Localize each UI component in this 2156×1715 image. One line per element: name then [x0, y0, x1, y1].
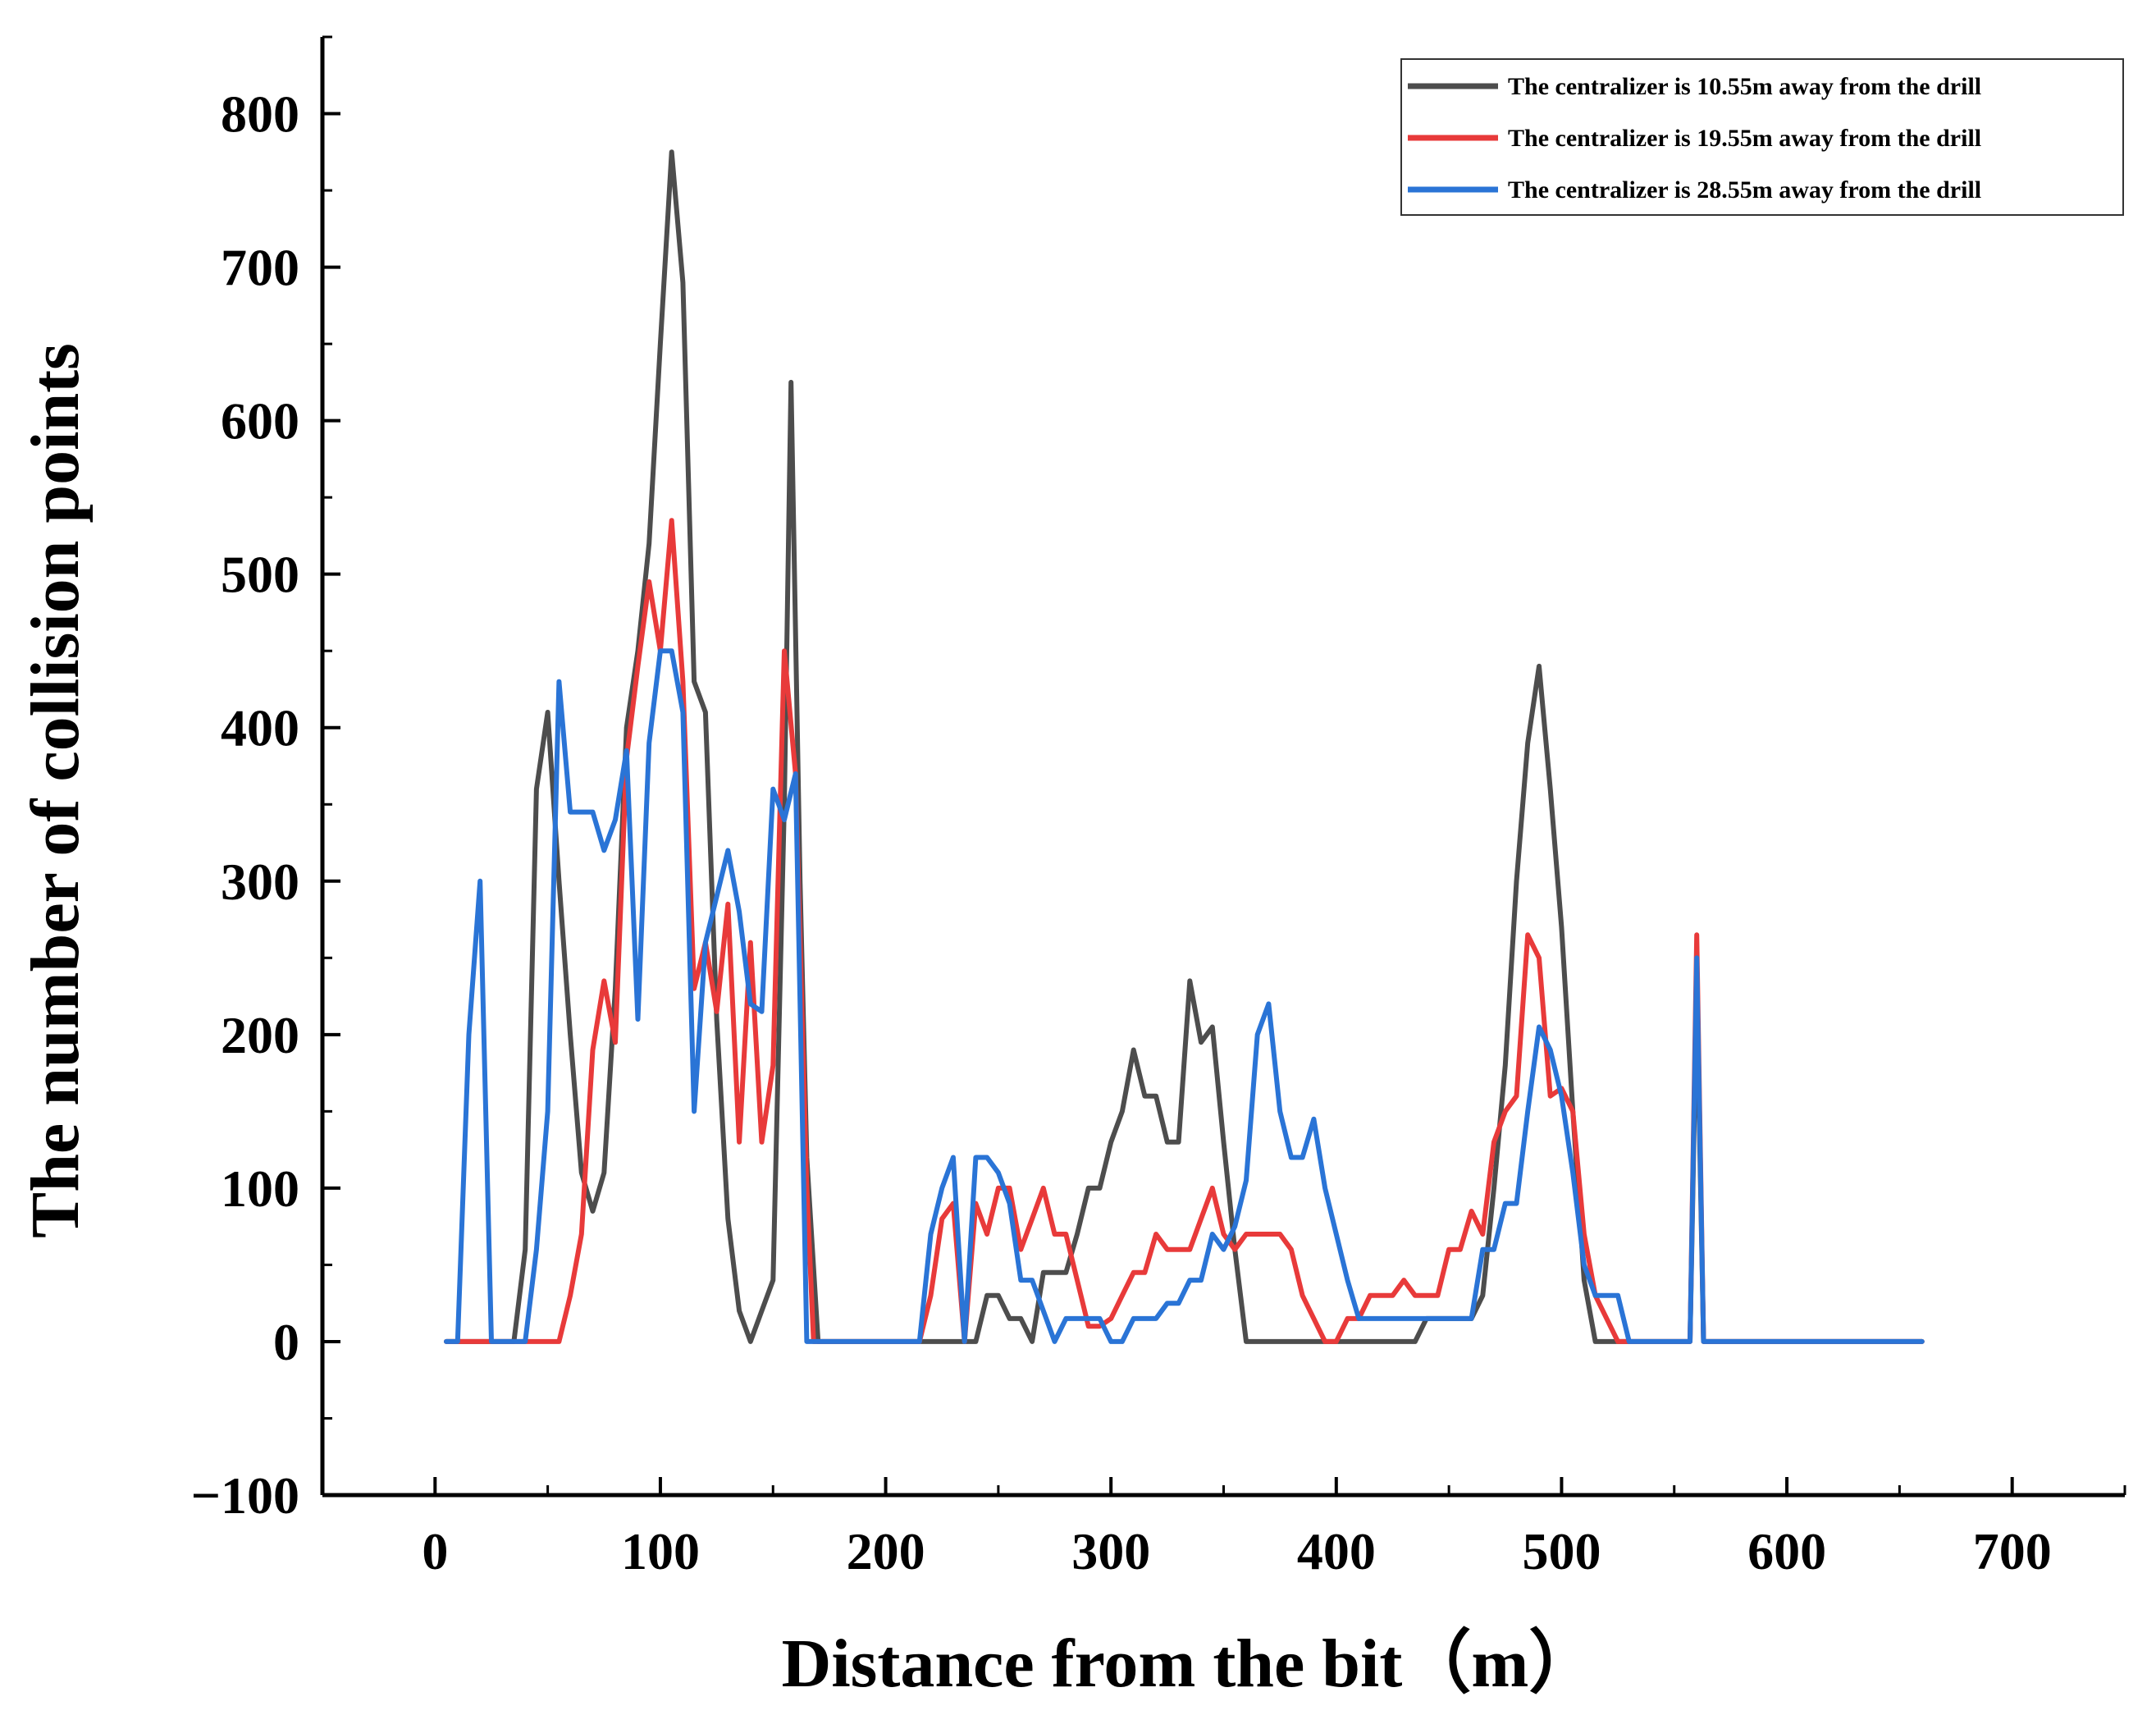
series-line-2 [444, 518, 1925, 1344]
x-axis-title: Distance from the bit（m） [782, 1626, 1598, 1702]
x-tick-label: 500 [1522, 1522, 1601, 1580]
legend: The centralizer is 10.55m away from the … [1400, 58, 2124, 216]
y-tick-label: 700 [221, 239, 299, 297]
plot-lines [444, 149, 1925, 1344]
legend-label-3: The centralizer is 28.55m away from the … [1508, 176, 1981, 204]
x-tick-label: 200 [847, 1522, 925, 1580]
legend-entries: The centralizer is 10.55m away from the … [1408, 73, 1981, 204]
legend-label-2: The centralizer is 19.55m away from the … [1508, 125, 1981, 152]
series-line-1 [444, 149, 1925, 1344]
y-tick-label: 200 [221, 1006, 299, 1064]
x-tick-label: 100 [621, 1522, 700, 1580]
y-tick-label: 400 [221, 699, 299, 757]
y-axis-title: The number of collision points [17, 343, 94, 1238]
y-tick-label: 800 [221, 85, 299, 144]
legend-box [1400, 58, 2124, 216]
x-tick-label: 300 [1071, 1522, 1150, 1580]
y-tick-label: 300 [221, 853, 299, 911]
y-tick-label: 500 [221, 546, 299, 604]
y-tick-label: 600 [221, 392, 299, 450]
x-tick-label: 600 [1747, 1522, 1826, 1580]
y-ticks: −100 0 100 200 300 400 500 600 700 800 [191, 35, 340, 1525]
series-line-3 [444, 648, 1925, 1344]
y-tick-label: 100 [221, 1159, 299, 1218]
x-tick-label: 700 [1973, 1522, 2052, 1580]
x-tick-label: 400 [1297, 1522, 1376, 1580]
x-ticks: 0 100 200 300 400 500 600 700 [321, 1477, 2126, 1580]
y-tick-label: −100 [191, 1466, 299, 1525]
axes: −100 0 100 200 300 400 500 600 700 800 0 100 200 300… [191, 35, 2126, 1580]
y-tick-label: 0 [273, 1313, 299, 1371]
legend-label-1: The centralizer is 10.55m away from the … [1508, 73, 1981, 100]
x-tick-label: 0 [422, 1522, 448, 1580]
